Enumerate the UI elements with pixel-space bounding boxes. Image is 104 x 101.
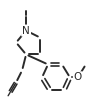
Text: N: N <box>22 26 30 36</box>
Text: O: O <box>74 72 82 82</box>
